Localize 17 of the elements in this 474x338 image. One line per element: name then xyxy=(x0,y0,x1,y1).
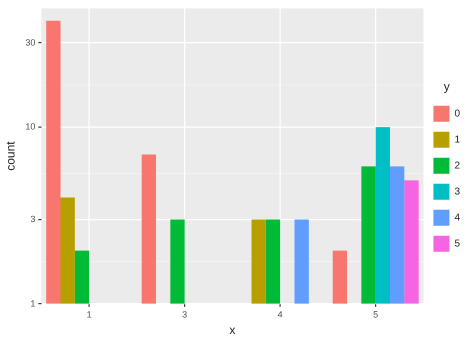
x-tick-label: 5 xyxy=(373,310,378,320)
y-tick-label: 30 xyxy=(25,37,36,48)
x-tick-label: 3 xyxy=(182,310,188,320)
legend-label: 1 xyxy=(454,134,460,146)
x-tick-label: 1 xyxy=(86,310,92,320)
y-axis-title: count xyxy=(4,140,18,171)
legend-label: 5 xyxy=(454,238,460,250)
legend-label: 4 xyxy=(454,212,460,224)
legend-title: y xyxy=(444,80,450,94)
y-tick-label: 10 xyxy=(25,122,36,132)
y-tick-label: 3 xyxy=(30,214,36,224)
legend-label: 3 xyxy=(454,186,460,198)
y-tick-label: 1 xyxy=(30,298,36,308)
legend-label: 2 xyxy=(454,160,460,172)
x-axis-title: x xyxy=(229,323,236,338)
legend-label: 0 xyxy=(454,108,460,120)
x-tick-label: 4 xyxy=(278,310,283,320)
